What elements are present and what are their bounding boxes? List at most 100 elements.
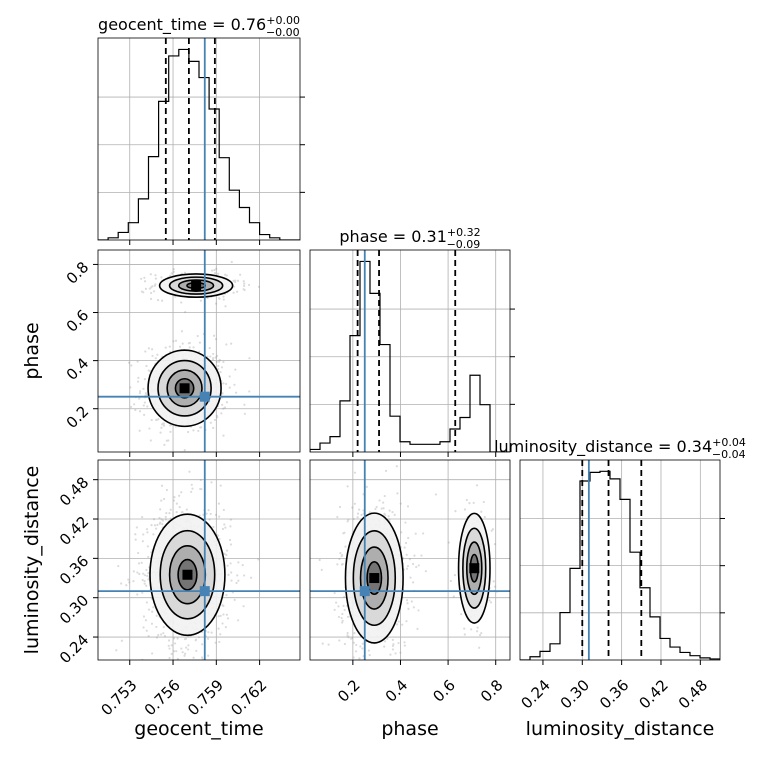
scatter-point	[214, 302, 218, 305]
scatter-point	[475, 630, 479, 633]
scatter-point	[395, 465, 398, 468]
scatter-point	[239, 273, 242, 276]
scatter-point	[343, 642, 346, 646]
scatter-point	[161, 299, 164, 302]
scatter-point	[229, 518, 233, 521]
scatter-point	[212, 525, 215, 529]
scatter-point	[224, 626, 227, 629]
scatter-point	[460, 613, 463, 616]
scatter-point	[342, 595, 346, 599]
x-axis-label: phase	[381, 718, 438, 740]
scatter-point	[157, 634, 160, 637]
scatter-point	[142, 626, 145, 629]
panel-body	[98, 460, 300, 660]
scatter-point	[211, 269, 214, 272]
scatter-point	[206, 355, 209, 358]
scatter-point	[336, 563, 339, 566]
scatter-point	[137, 380, 140, 383]
scatter-point	[205, 512, 208, 515]
scatter-point	[173, 642, 177, 645]
scatter-point	[217, 627, 220, 630]
contour-line	[177, 279, 215, 292]
scatter-point	[212, 352, 215, 356]
density-peak	[191, 280, 202, 291]
histogram-step	[310, 260, 510, 452]
scatter-point	[148, 427, 151, 430]
scatter-point	[169, 430, 172, 433]
scatter-point	[359, 645, 362, 648]
scatter-point	[236, 290, 239, 293]
scatter-point	[159, 521, 162, 524]
x-tick-label: 0.756	[141, 676, 184, 719]
scatter-point	[358, 657, 361, 660]
scatter-point	[341, 621, 344, 624]
scatter-point	[230, 342, 233, 345]
scatter-point	[242, 280, 245, 283]
x-tick-label: 0.4	[382, 676, 412, 706]
scatter-point	[434, 493, 438, 496]
scatter-point	[175, 650, 178, 653]
scatter-point	[339, 551, 342, 555]
scatter-point	[351, 636, 354, 640]
scatter-point	[213, 268, 216, 272]
scatter-point	[347, 636, 350, 639]
scatter-point	[480, 510, 483, 513]
contour-line	[174, 377, 195, 399]
scatter-point	[217, 364, 220, 367]
scatter-point	[217, 367, 220, 371]
scatter-point	[137, 376, 140, 379]
scatter-point	[147, 369, 150, 372]
scatter-point	[353, 632, 356, 635]
scatter-point	[163, 443, 166, 447]
scatter-point	[160, 499, 163, 502]
scatter-point	[383, 640, 387, 643]
scatter-point	[178, 506, 181, 509]
scatter-point	[212, 426, 215, 429]
scatter-point	[155, 636, 159, 639]
scatter-point	[149, 273, 152, 276]
y-axis-label: phase	[21, 322, 43, 379]
scatter-point	[170, 644, 173, 647]
scatter-point	[201, 658, 204, 660]
scatter-point	[321, 642, 324, 645]
scatter-point	[208, 518, 211, 521]
scatter-point	[159, 508, 162, 511]
scatter-point	[198, 350, 201, 353]
scatter-point	[150, 524, 153, 527]
scatter-point	[181, 510, 184, 514]
scatter-point	[336, 515, 339, 519]
scatter-point	[222, 613, 225, 616]
scatter-point	[420, 554, 423, 557]
scatter-point	[152, 290, 156, 293]
panel-title: phase = 0.31+0.32 −0.09	[339, 226, 480, 251]
scatter-point	[138, 397, 141, 400]
scatter-point	[141, 515, 144, 519]
scatter-point	[449, 579, 452, 583]
scatter-point	[214, 356, 217, 359]
scatter-point	[233, 383, 236, 386]
x-tick-label: 0.30	[557, 676, 593, 712]
scatter-point	[161, 422, 164, 425]
panel-frame	[309, 459, 511, 661]
density-peak	[179, 383, 190, 394]
scatter-point	[362, 678, 364, 680]
scatter-point	[192, 656, 195, 659]
scatter-point	[152, 518, 156, 521]
scatter-point	[199, 426, 202, 429]
panel-title: luminosity_distance = 0.34+0.04 −0.04	[494, 436, 746, 461]
panel-frame	[97, 37, 301, 241]
scatter-point	[183, 271, 187, 274]
panel-hist-phase: phase = 0.31+0.32 −0.09	[309, 226, 515, 457]
scatter-point	[222, 434, 225, 437]
panel-2d-geocent_time-vs-luminosity_distance	[93, 459, 301, 665]
scatter-point	[380, 673, 382, 675]
scatter-point	[247, 283, 251, 287]
scatter-point	[338, 557, 341, 561]
scatter-point	[222, 382, 225, 385]
scatter-point	[214, 271, 217, 275]
scatter-point	[214, 356, 218, 359]
scatter-point	[133, 403, 136, 406]
scatter-point	[358, 508, 361, 511]
scatter-point	[175, 511, 178, 514]
scatter-point	[223, 406, 227, 409]
